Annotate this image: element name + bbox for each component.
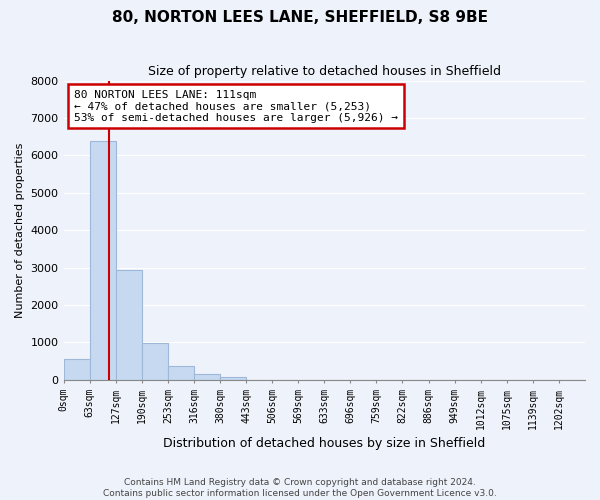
- Text: Contains HM Land Registry data © Crown copyright and database right 2024.
Contai: Contains HM Land Registry data © Crown c…: [103, 478, 497, 498]
- Bar: [168, 366, 194, 380]
- Bar: [220, 376, 246, 380]
- Bar: [116, 270, 142, 380]
- Title: Size of property relative to detached houses in Sheffield: Size of property relative to detached ho…: [148, 65, 501, 78]
- Bar: [64, 359, 89, 380]
- Text: 80, NORTON LEES LANE, SHEFFIELD, S8 9BE: 80, NORTON LEES LANE, SHEFFIELD, S8 9BE: [112, 10, 488, 25]
- Y-axis label: Number of detached properties: Number of detached properties: [15, 142, 25, 318]
- Bar: [142, 343, 168, 380]
- Text: 80 NORTON LEES LANE: 111sqm
← 47% of detached houses are smaller (5,253)
53% of : 80 NORTON LEES LANE: 111sqm ← 47% of det…: [74, 90, 398, 122]
- X-axis label: Distribution of detached houses by size in Sheffield: Distribution of detached houses by size …: [163, 437, 485, 450]
- Bar: [194, 374, 220, 380]
- Bar: [89, 141, 116, 380]
